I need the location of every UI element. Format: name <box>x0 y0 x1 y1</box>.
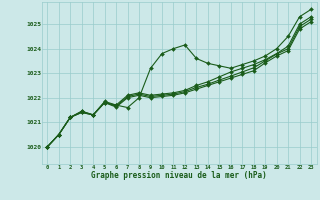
X-axis label: Graphe pression niveau de la mer (hPa): Graphe pression niveau de la mer (hPa) <box>91 171 267 180</box>
